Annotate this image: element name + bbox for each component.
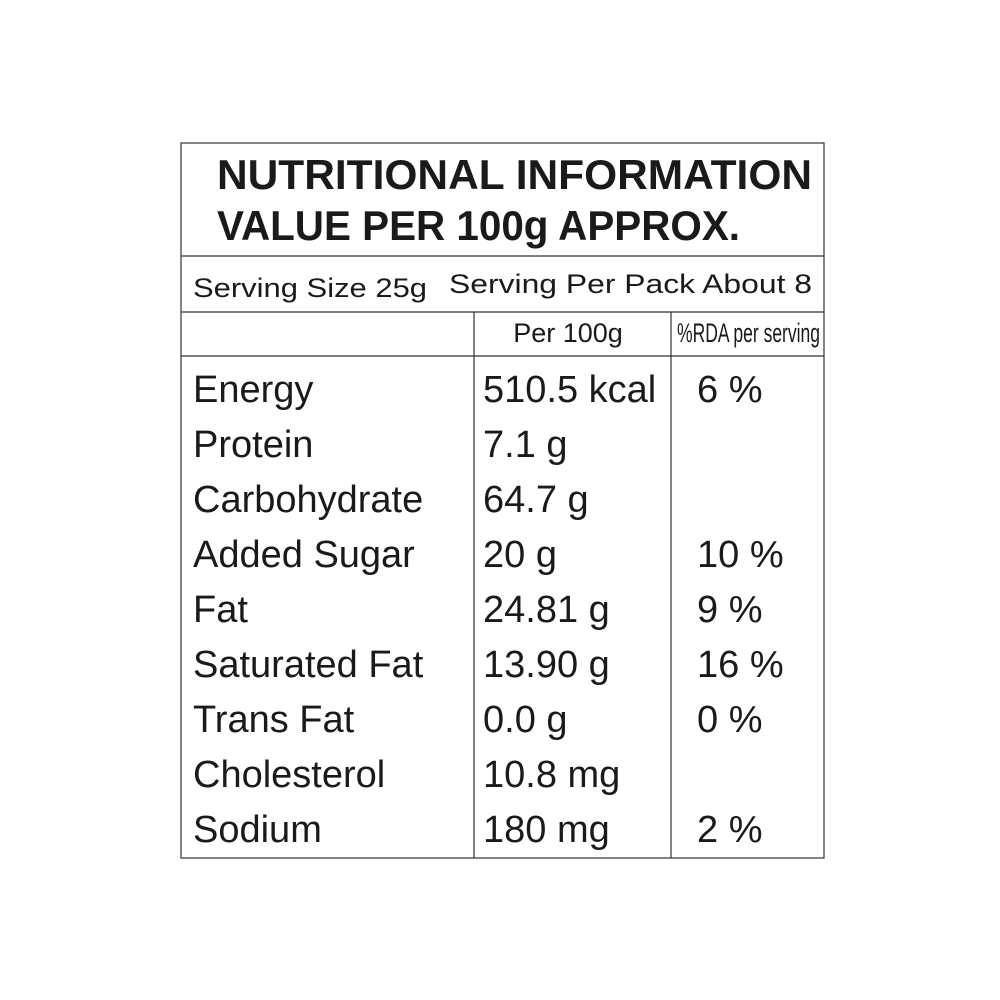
per-100g-value: 24.81 g [483,589,610,631]
nutrient-name: Added Sugar [193,534,415,576]
servings-per-pack: Serving Per Pack About 8 [449,269,812,299]
per-100g-value: 20 g [483,534,557,576]
title: VALUE PER 100g APPROX. [217,202,740,249]
rda-value: 6 % [697,369,762,411]
column-header: %RDA per serving [677,318,820,348]
column-header: Per 100g [513,318,623,348]
nutrient-name: Fat [193,589,248,631]
rda-value: 16 % [697,644,784,686]
label-border [180,142,825,859]
nutrient-name: Carbohydrate [193,479,423,521]
rda-value: 9 % [697,589,762,631]
rda-value: 2 % [697,809,762,851]
serving-size: Serving Size 25g [193,273,427,303]
nutrient-name: Energy [193,369,313,411]
per-100g-value: 0.0 g [483,699,568,741]
nutrient-name: Cholesterol [193,754,385,796]
per-100g-value: 510.5 kcal [483,369,656,411]
nutrient-name: Sodium [193,809,322,851]
rda-value: 10 % [697,534,784,576]
title: NUTRITIONAL INFORMATION [217,151,812,198]
nutrient-name: Trans Fat [193,699,355,741]
per-100g-value: 13.90 g [483,644,610,686]
nutrient-name: Protein [193,424,313,466]
per-100g-value: 7.1 g [483,424,568,466]
nutrient-name: Saturated Fat [193,644,424,686]
per-100g-value: 10.8 mg [483,754,620,796]
per-100g-value: 180 mg [483,809,610,851]
rda-value: 0 % [697,699,762,741]
per-100g-value: 64.7 g [483,479,589,521]
